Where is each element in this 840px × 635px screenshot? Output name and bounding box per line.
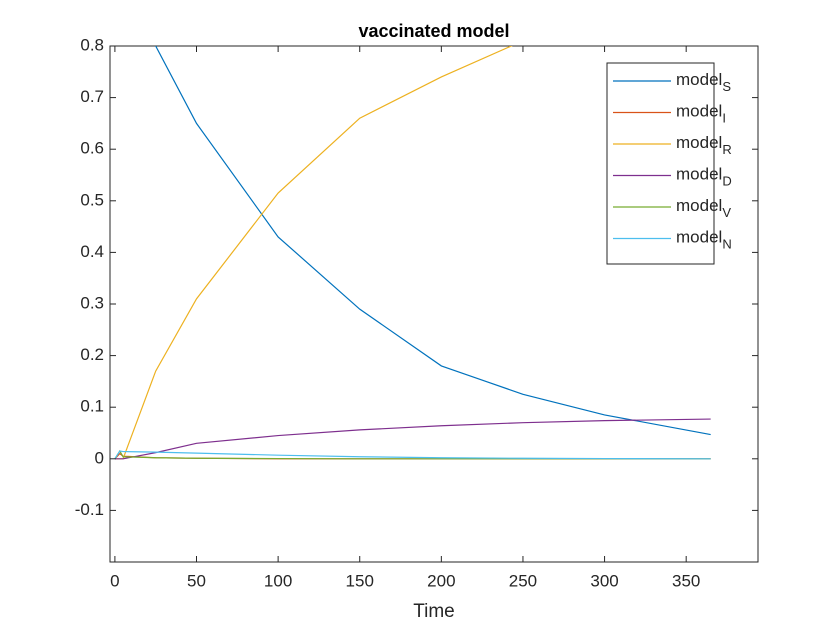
y-tick-label: 0 <box>95 448 104 467</box>
lines <box>114 46 711 460</box>
legend-subscript: R <box>722 142 731 157</box>
legend-label: modelI <box>676 102 726 126</box>
x-tick-label: 200 <box>427 571 455 590</box>
y-tick-label: 0.7 <box>80 87 104 106</box>
series-line <box>114 450 711 460</box>
series-line <box>114 418 711 460</box>
x-axis-label: Time <box>413 601 455 622</box>
x-tick-label: 0 <box>110 571 119 590</box>
legend-subscript: D <box>722 174 731 189</box>
legend-name: model <box>676 70 722 89</box>
series-line <box>155 46 711 436</box>
legend-label: modelR <box>676 133 732 157</box>
y-tick-label: 0.6 <box>80 139 104 158</box>
y-tick-label: 0.2 <box>80 345 104 364</box>
x-tick-label: 300 <box>590 571 618 590</box>
y-tick-label: 0.8 <box>80 35 104 54</box>
legend-box <box>606 62 715 265</box>
x-tick-label: 100 <box>264 571 292 590</box>
y-tick-label: 0.4 <box>80 242 104 261</box>
legend-subscript: N <box>722 237 731 252</box>
legend-label: modelN <box>676 228 732 252</box>
y-tick-label: 0.5 <box>80 190 104 209</box>
y-tick-label: -0.1 <box>75 500 104 519</box>
y-tick-label: 0.1 <box>80 397 104 416</box>
legend-name: model <box>676 165 722 184</box>
legend-subscript: V <box>722 205 731 220</box>
legend-label: modelD <box>676 165 732 189</box>
chart-title: vaccinated model <box>358 21 509 41</box>
legend-name: model <box>676 228 722 247</box>
x-tick-label: 350 <box>672 571 700 590</box>
y-tick-label: 0.3 <box>80 293 104 312</box>
x-tick-label: 50 <box>187 571 206 590</box>
x-tick-label: 150 <box>346 571 374 590</box>
legend-name: model <box>676 102 722 121</box>
legend-label: modelV <box>676 196 731 220</box>
legend-subscript: S <box>722 79 731 94</box>
legend-name: model <box>676 133 722 152</box>
legend-label: modelS <box>676 70 731 94</box>
legend-subscript: I <box>722 111 726 126</box>
legend-name: model <box>676 196 722 215</box>
x-tick-label: 250 <box>509 571 537 590</box>
